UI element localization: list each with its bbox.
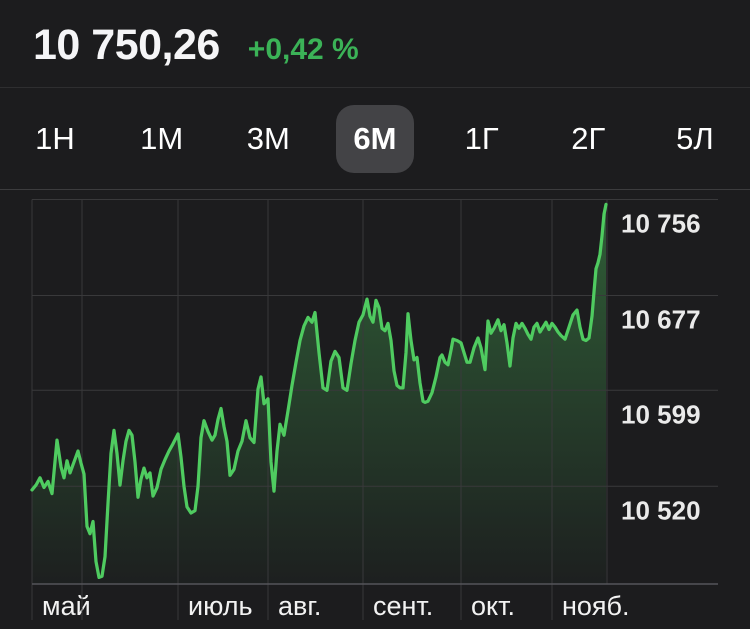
range-tab-3[interactable]: 3М (246, 120, 290, 156)
price-header-inner: 10 750,26 +0,42 % (33, 24, 359, 67)
x-axis-label: июль (188, 591, 253, 621)
range-tab-2[interactable]: 1М (140, 120, 184, 156)
current-price: 10 750,26 (33, 21, 220, 69)
y-axis-label: 10 599 (621, 399, 701, 429)
price-header: 10 750,26 +0,42 % (0, 0, 750, 88)
price-change-percent: +0,42 % (247, 33, 359, 66)
range-tab-7[interactable]: 5Л (676, 120, 714, 156)
y-axis-label: 10 520 (621, 495, 701, 525)
price-line (30, 202, 608, 580)
range-tab-4-selected[interactable]: 6М (335, 104, 414, 173)
time-range-tabbar: 1Н 1М 3М 6М 1Г 2Г 5Л (0, 88, 750, 190)
x-axis-label: сент. (373, 591, 433, 621)
range-tab-5[interactable]: 1Г (464, 120, 499, 156)
x-axis-label: авг. (278, 591, 321, 621)
price-chart-svg[interactable]: 10 756 10 677 10 599 10 520 май июль авг. сент.… (0, 190, 750, 629)
price-area-fill (32, 204, 606, 584)
x-axis-label: май (42, 591, 91, 621)
y-axis-label: 10 756 (621, 209, 701, 239)
x-axis-label: окт. (471, 591, 515, 621)
y-axis-label: 10 677 (621, 305, 701, 335)
price-chart-area[interactable]: 10 756 10 677 10 599 10 520 май июль авг. сент.… (0, 190, 750, 629)
range-tab-6[interactable]: 2Г (571, 120, 606, 156)
x-axis-label: нояб. (562, 591, 630, 621)
range-tab-1[interactable]: 1Н (35, 120, 75, 156)
